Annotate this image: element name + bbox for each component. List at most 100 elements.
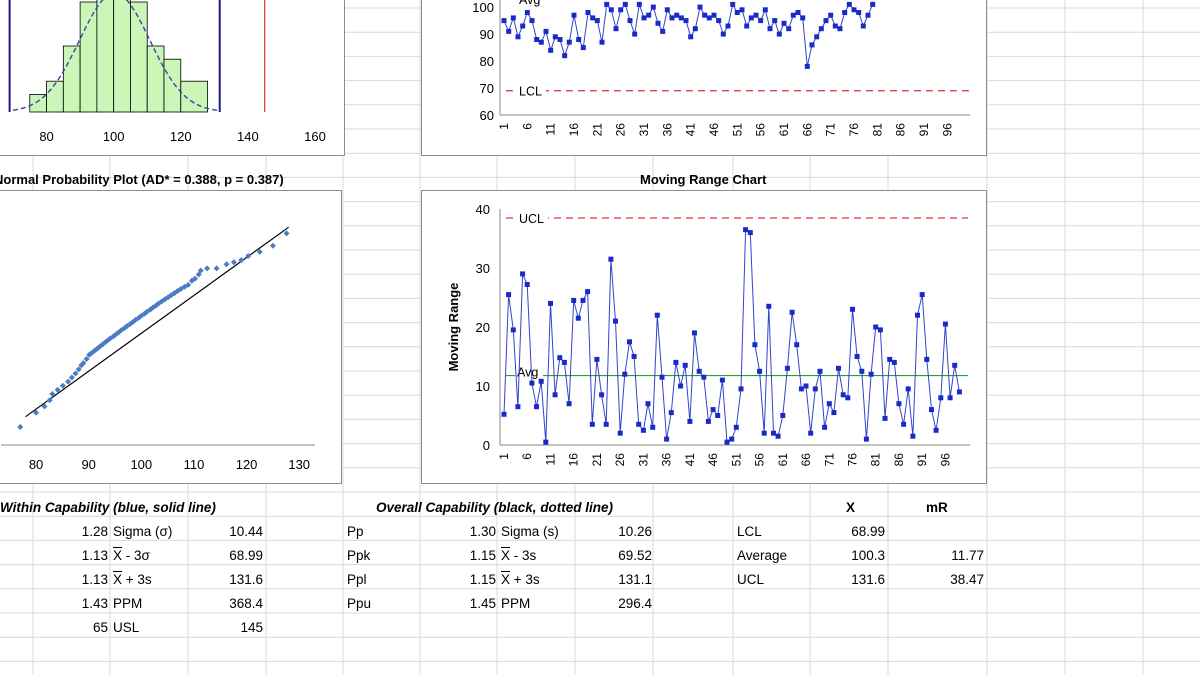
mr-x-tick-36: 36 bbox=[660, 453, 674, 467]
individuals-y-tick-70: 70 bbox=[480, 81, 494, 96]
individuals-chart[interactable]: 60 70 80 90 100 1 6 11 16 21 26 31 36 41 46 51 56 61 66 71 7… bbox=[421, 0, 987, 156]
within-label-5: USL bbox=[113, 620, 140, 635]
mr-point-42 bbox=[692, 330, 697, 336]
npp-point-49 bbox=[185, 281, 192, 288]
individuals-avg-label: Avg bbox=[519, 0, 540, 7]
mr-point-49 bbox=[724, 439, 730, 445]
mr-point-7 bbox=[529, 380, 535, 386]
mr-y-tick-0: 0 bbox=[483, 438, 490, 453]
overall-name-4: Ppu bbox=[347, 596, 372, 611]
mr-y-axis-label: Moving Range bbox=[446, 283, 461, 372]
npp-point-38 bbox=[149, 304, 156, 311]
mr-point-85 bbox=[891, 359, 897, 365]
mr-series-line bbox=[503, 228, 960, 443]
npp-point-22 bbox=[104, 337, 111, 344]
mr-y-tick-10: 10 bbox=[476, 379, 490, 394]
mr-point-11 bbox=[548, 300, 553, 306]
individuals-y-tick-90: 90 bbox=[480, 27, 494, 42]
within-label-2-bar: X bbox=[113, 548, 123, 563]
npp-fit-line bbox=[25, 226, 290, 418]
mr-point-65 bbox=[798, 386, 804, 392]
npp-point-23 bbox=[107, 335, 114, 342]
individuals-point-11 bbox=[548, 47, 554, 53]
mr-point-56 bbox=[757, 368, 763, 374]
mr-point-9 bbox=[538, 378, 544, 384]
moving-range-chart[interactable]: 0 10 20 30 40 1 6 11 16 21 26 31 36 41 46 51 56 61 66 71 76 8… bbox=[421, 190, 987, 484]
limits-label-ucl: UCL bbox=[737, 572, 765, 587]
individuals-point-57 bbox=[762, 7, 768, 13]
individuals-point-54 bbox=[748, 15, 754, 21]
individuals-point-9 bbox=[538, 39, 544, 45]
individuals-point-24 bbox=[608, 7, 614, 13]
normal-probability-svg: 80 90 100 110 120 130 bbox=[1, 226, 315, 472]
individuals-y-tick-80: 80 bbox=[480, 54, 494, 69]
histogram-bar-9 bbox=[163, 58, 182, 113]
within-label-3-bar: X bbox=[113, 572, 123, 587]
mr-x-tick-41: 41 bbox=[683, 453, 697, 467]
individuals-point-6 bbox=[524, 10, 530, 15]
mr-point-72 bbox=[831, 410, 837, 416]
individuals-point-30 bbox=[636, 1, 642, 7]
normal-probability-chart[interactable]: 80 90 100 110 120 130 bbox=[0, 190, 342, 484]
mr-point-14 bbox=[561, 359, 567, 365]
mr-point-59 bbox=[771, 430, 776, 436]
within-value-2: 68.99 bbox=[229, 548, 263, 563]
individuals-point-73 bbox=[837, 26, 843, 32]
overall-left-value-1: 1.30 bbox=[469, 524, 496, 539]
individuals-point-45 bbox=[706, 15, 712, 21]
mr-ucl-label: UCL bbox=[519, 212, 544, 226]
mr-point-18 bbox=[580, 297, 586, 303]
limits-x-lcl: 68.99 bbox=[851, 524, 885, 539]
mr-point-34 bbox=[654, 312, 660, 318]
mr-point-38 bbox=[673, 359, 679, 365]
npp-point-26 bbox=[115, 329, 122, 336]
limits-x-ucl: 131.6 bbox=[851, 572, 885, 587]
individuals-x-tick-81: 81 bbox=[870, 123, 884, 137]
npp-point-48 bbox=[181, 283, 188, 290]
individuals-point-58 bbox=[767, 26, 773, 32]
mr-point-73 bbox=[836, 365, 841, 371]
individuals-x-tick-91: 91 bbox=[917, 123, 931, 137]
individuals-point-68 bbox=[814, 34, 820, 40]
npp-point-39 bbox=[153, 302, 160, 309]
individuals-point-21 bbox=[594, 18, 600, 24]
histogram-x-tick-160: 160 bbox=[304, 129, 326, 144]
npp-point-25 bbox=[113, 331, 120, 338]
individuals-point-61 bbox=[781, 20, 787, 26]
mr-point-32 bbox=[645, 401, 651, 407]
individuals-point-38 bbox=[674, 12, 680, 18]
limits-label-lcl: LCL bbox=[737, 524, 762, 539]
individuals-x-tick-46: 46 bbox=[707, 123, 721, 137]
npp-x-tick-110: 110 bbox=[184, 457, 205, 472]
histogram-bar-8 bbox=[146, 45, 165, 113]
individuals-point-53 bbox=[744, 23, 750, 29]
npp-point-59 bbox=[245, 253, 252, 260]
individuals-point-74 bbox=[842, 10, 848, 15]
mr-point-17 bbox=[575, 315, 581, 321]
individuals-point-64 bbox=[795, 10, 801, 15]
mr-point-83 bbox=[882, 415, 888, 421]
histogram-x-tick-100: 100 bbox=[103, 129, 125, 144]
histogram-chart[interactable]: 80 100 120 140 160 bbox=[0, 0, 345, 156]
mr-point-61 bbox=[780, 413, 786, 418]
individuals-point-76 bbox=[851, 7, 857, 13]
mr-point-54 bbox=[747, 230, 753, 236]
mr-point-45 bbox=[705, 418, 711, 424]
individuals-x-tick-71: 71 bbox=[824, 123, 838, 137]
limits-col-x: X bbox=[846, 500, 856, 515]
individuals-point-43 bbox=[697, 4, 703, 10]
mr-x-tick-6: 6 bbox=[520, 453, 534, 460]
mr-x-tick-86: 86 bbox=[892, 453, 906, 467]
mr-x-tick-51: 51 bbox=[729, 453, 743, 467]
individuals-point-25 bbox=[613, 26, 619, 32]
limits-col-mr: mR bbox=[926, 500, 948, 515]
mr-point-86 bbox=[896, 401, 902, 407]
mr-point-36 bbox=[664, 436, 670, 442]
overall-label-1: Sigma (s) bbox=[501, 524, 559, 539]
individuals-point-16 bbox=[571, 12, 577, 18]
overall-value-3: 131.1 bbox=[618, 572, 652, 587]
mr-y-tick-40: 40 bbox=[476, 202, 490, 217]
within-left-value-1: 1.28 bbox=[81, 524, 108, 539]
mr-x-tick-96: 96 bbox=[938, 453, 952, 467]
within-value-5: 145 bbox=[240, 620, 263, 635]
